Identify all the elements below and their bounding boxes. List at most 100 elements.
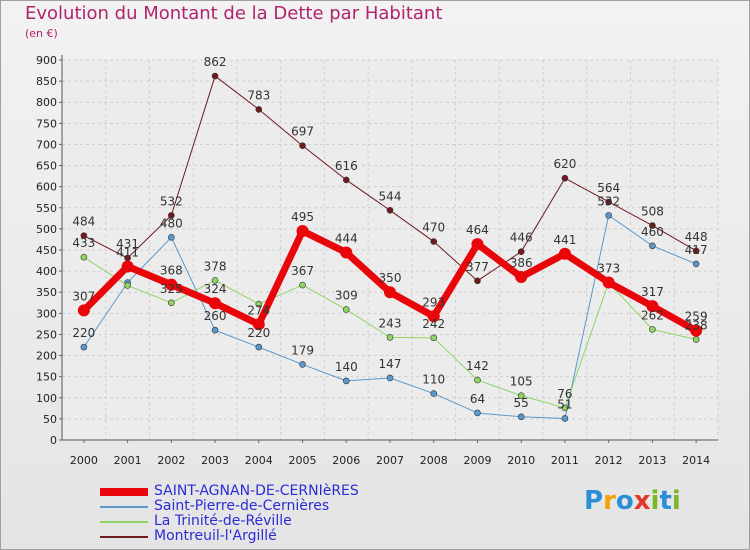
legend-item: SAINT-AGNAN-DE-CERNIèRES [100, 484, 359, 499]
data-label: 140 [335, 360, 358, 374]
logo-letter: t [659, 486, 672, 516]
data-label: 325 [160, 282, 183, 296]
y-tick-label: 300 [36, 307, 57, 320]
proxiti-logo: Proxiti [584, 486, 681, 516]
data-label: 564 [597, 181, 620, 195]
logo-letter: P [584, 486, 604, 516]
data-label: 446 [510, 231, 533, 245]
data-point [80, 343, 88, 351]
data-point [471, 238, 484, 251]
data-point [515, 271, 528, 284]
data-label: 697 [291, 125, 314, 139]
y-tick-label: 350 [36, 286, 57, 299]
data-point [690, 324, 703, 337]
x-tick-label: 2012 [595, 454, 623, 467]
data-point [474, 409, 481, 417]
x-tick-label: 2014 [682, 454, 710, 467]
data-label: 262 [641, 308, 664, 322]
data-point [296, 225, 309, 237]
data-point [517, 248, 525, 255]
data-point [430, 334, 438, 342]
x-tick-label: 2011 [551, 454, 579, 467]
data-point [692, 260, 700, 268]
data-label: 293 [422, 295, 445, 309]
data-point [386, 334, 394, 341]
data-label: 179 [291, 343, 314, 357]
x-tick-label: 2006 [332, 454, 360, 467]
data-point [517, 413, 525, 421]
data-point [299, 281, 306, 289]
data-label: 367 [291, 264, 314, 278]
x-tick-label: 2013 [638, 454, 666, 467]
y-tick-label: 50 [43, 413, 57, 426]
data-label: 433 [72, 236, 95, 250]
data-label: 368 [160, 264, 183, 278]
data-point [255, 343, 263, 351]
data-point [384, 286, 396, 299]
x-tick-label: 2005 [289, 454, 317, 467]
data-label: 417 [685, 243, 708, 257]
legend-item: La Trinité-de-Réville [100, 514, 359, 529]
y-tick-label: 750 [36, 117, 57, 130]
data-point [692, 336, 700, 343]
data-point [168, 299, 175, 307]
data-point [121, 260, 134, 273]
y-tick-label: 600 [36, 181, 57, 194]
y-tick-label: 400 [36, 265, 57, 278]
data-point [649, 222, 656, 229]
data-label: 386 [510, 256, 533, 270]
data-point [255, 300, 263, 308]
y-tick-label: 800 [36, 96, 57, 109]
data-label: 783 [247, 88, 270, 102]
data-label: 220 [72, 326, 95, 340]
data-label: 544 [379, 189, 402, 203]
data-point [605, 212, 612, 219]
data-label: 441 [553, 233, 576, 247]
y-tick-label: 550 [36, 202, 57, 215]
data-label: 460 [641, 225, 664, 239]
data-point [430, 390, 438, 397]
data-label: 147 [379, 357, 402, 371]
y-tick-label: 900 [36, 54, 57, 67]
x-tick-label: 2000 [70, 454, 98, 467]
data-point [692, 247, 700, 255]
data-point [80, 253, 88, 261]
data-label: 324 [204, 282, 227, 296]
legend-label: Montreuil-l'Argillé [154, 528, 277, 544]
data-label: 51 [557, 397, 572, 411]
data-label: 76 [557, 387, 572, 401]
legend-item: Montreuil-l'Argillé [100, 529, 359, 544]
y-tick-label: 0 [50, 434, 57, 447]
data-point [80, 232, 88, 239]
data-point [211, 72, 219, 80]
data-point [342, 176, 350, 184]
data-point [474, 376, 481, 384]
x-tick-label: 2002 [157, 454, 185, 467]
data-point [168, 212, 175, 219]
data-label: 862 [204, 55, 227, 69]
data-label: 495 [291, 210, 314, 224]
data-label: 444 [335, 232, 358, 246]
data-point [386, 207, 394, 214]
data-point [255, 106, 263, 113]
data-label: 243 [379, 316, 402, 330]
data-label: 484 [72, 215, 95, 229]
data-label: 464 [466, 223, 489, 237]
data-point [605, 198, 612, 206]
x-tick-label: 2003 [201, 454, 229, 467]
data-label: 64 [470, 392, 485, 406]
logo-letter: x [633, 486, 651, 516]
data-label: 373 [597, 262, 620, 276]
data-point [561, 404, 569, 412]
x-tick-label: 2010 [507, 454, 535, 467]
legend-swatch [100, 535, 148, 538]
legend-swatch [100, 520, 148, 523]
data-label: 350 [379, 271, 402, 285]
data-point [558, 247, 571, 260]
legend-swatch [100, 487, 148, 496]
data-point [602, 276, 615, 289]
data-label: 620 [553, 157, 576, 171]
data-label: 220 [247, 326, 270, 340]
data-label: 238 [685, 319, 708, 333]
data-label: 532 [597, 194, 620, 208]
